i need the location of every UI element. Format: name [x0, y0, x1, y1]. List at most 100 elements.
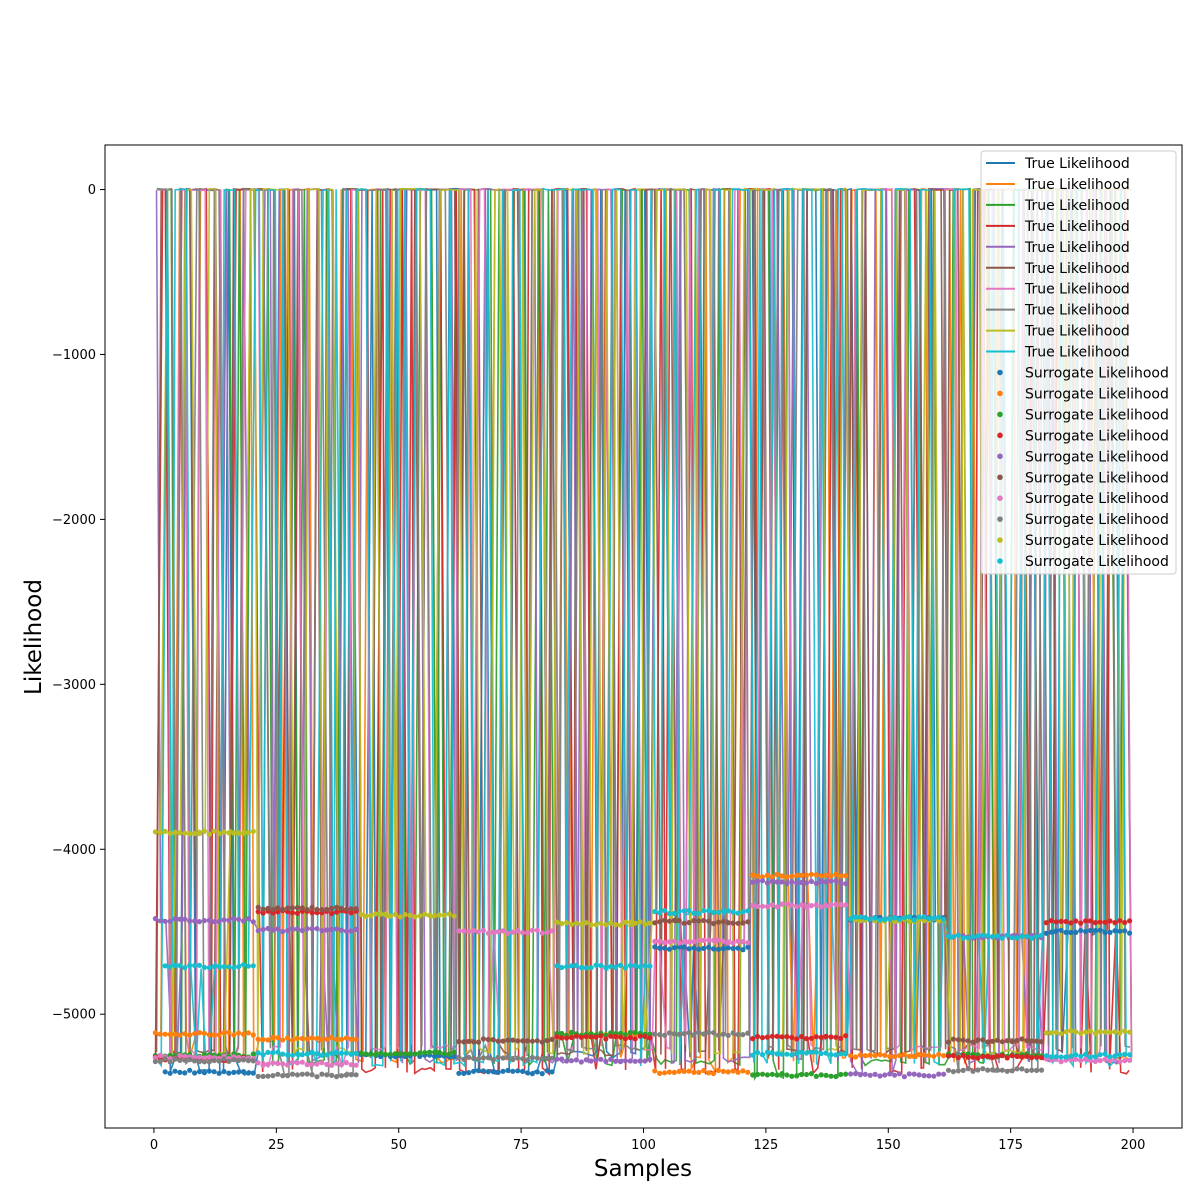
surrogate-point-10	[931, 915, 937, 921]
surrogate-point-4	[603, 1036, 609, 1042]
surrogate-point-10	[280, 1051, 286, 1057]
y-axis-label: Likelihood	[21, 579, 47, 695]
surrogate-point-2	[250, 1032, 256, 1038]
surrogate-point-9	[617, 922, 624, 928]
surrogate-point-1	[515, 1068, 521, 1074]
surrogate-point-1	[666, 946, 673, 952]
surrogate-point-5	[559, 1056, 565, 1062]
surrogate-point-4	[573, 1033, 580, 1039]
surrogate-point-8	[960, 1067, 966, 1073]
surrogate-point-7	[706, 937, 712, 943]
surrogate-point-1	[471, 1068, 477, 1074]
surrogate-point-4	[588, 1034, 594, 1040]
surrogate-point-2	[275, 1035, 281, 1041]
surrogate-point-4	[774, 1033, 780, 1039]
legend-entry: Surrogate Likelihood	[1025, 407, 1169, 423]
surrogate-point-10	[240, 962, 247, 968]
surrogate-point-10	[588, 965, 594, 971]
surrogate-point-10	[353, 1050, 359, 1056]
surrogate-point-4	[1058, 918, 1064, 925]
surrogate-point-8	[289, 1071, 296, 1077]
surrogate-point-5	[167, 918, 173, 924]
surrogate-point-1	[1083, 928, 1089, 935]
surrogate-point-9	[451, 913, 457, 919]
surrogate-point-2	[206, 1032, 212, 1038]
surrogate-point-4	[789, 1034, 795, 1041]
surrogate-point-5	[231, 916, 237, 922]
surrogate-point-1	[250, 1070, 256, 1076]
surrogate-point-7	[666, 939, 673, 945]
surrogate-point-7	[510, 929, 516, 935]
legend-entry: Surrogate Likelihood	[1025, 554, 1169, 570]
surrogate-point-8	[265, 1073, 271, 1079]
surrogate-point-2	[715, 1067, 722, 1073]
surrogate-point-2	[710, 1070, 717, 1077]
surrogate-point-4	[1117, 918, 1123, 924]
surrogate-point-10	[980, 932, 986, 938]
surrogate-point-6	[461, 1039, 467, 1045]
surrogate-point-10	[989, 933, 996, 940]
surrogate-point-10	[1092, 1054, 1098, 1060]
surrogate-point-3	[813, 1073, 819, 1079]
surrogate-point-5	[182, 916, 188, 922]
surrogate-point-10	[896, 916, 903, 923]
surrogate-point-5	[901, 1074, 908, 1080]
surrogate-point-7	[1092, 1058, 1098, 1064]
surrogate-point-10	[774, 1051, 780, 1057]
surrogate-point-1	[701, 945, 707, 952]
surrogate-point-5	[755, 878, 761, 885]
surrogate-point-8	[686, 1030, 692, 1036]
surrogate-point-3	[603, 1032, 609, 1038]
surrogate-point-10	[696, 910, 702, 917]
surrogate-point-4	[255, 909, 261, 915]
surrogate-point-5	[564, 1058, 570, 1064]
surrogate-point-5	[759, 878, 766, 884]
surrogate-point-9	[603, 922, 609, 928]
surrogate-point-10	[926, 916, 932, 922]
surrogate-point-3	[774, 1072, 780, 1078]
surrogate-point-10	[1107, 1054, 1113, 1060]
surrogate-point-4	[980, 1053, 986, 1060]
surrogate-point-7	[495, 929, 501, 935]
surrogate-point-5	[285, 928, 291, 934]
surrogate-point-3	[368, 1051, 374, 1057]
surrogate-point-8	[975, 1067, 981, 1073]
surrogate-point-3	[828, 1073, 834, 1079]
surrogate-point-8	[495, 1054, 501, 1060]
surrogate-point-1	[1122, 928, 1128, 934]
surrogate-point-5	[617, 1059, 624, 1065]
surrogate-point-4	[843, 1033, 849, 1039]
surrogate-point-5	[294, 926, 300, 932]
surrogate-point-2	[236, 1030, 242, 1036]
surrogate-point-2	[221, 1030, 227, 1036]
surrogate-point-8	[236, 1057, 242, 1064]
surrogate-point-7	[490, 929, 496, 935]
surrogate-point-10	[950, 934, 957, 940]
surrogate-point-4	[955, 1055, 961, 1061]
surrogate-point-4	[1107, 918, 1113, 924]
surrogate-point-2	[666, 1069, 673, 1075]
surrogate-point-7	[808, 903, 815, 909]
surrogate-point-4	[784, 1034, 790, 1040]
surrogate-point-10	[1019, 933, 1025, 940]
surrogate-point-10	[250, 963, 256, 969]
surrogate-point-7	[813, 902, 819, 908]
surrogate-point-2	[343, 1035, 349, 1041]
surrogate-point-3	[784, 1072, 790, 1078]
surrogate-point-1	[461, 1070, 467, 1076]
legend-entry: True Likelihood	[1024, 345, 1130, 361]
surrogate-point-3	[823, 1072, 829, 1078]
surrogate-point-8	[955, 1068, 961, 1074]
surrogate-point-9	[642, 921, 648, 927]
surrogate-point-9	[162, 828, 168, 834]
surrogate-point-8	[343, 1072, 349, 1078]
surrogate-point-8	[157, 1058, 163, 1064]
surrogate-point-9	[397, 914, 403, 920]
surrogate-point-7	[314, 1061, 320, 1067]
surrogate-point-10	[1083, 1051, 1089, 1057]
x-tick-label: 125	[753, 1138, 778, 1153]
surrogate-point-2	[750, 872, 756, 878]
surrogate-point-5	[941, 1071, 947, 1077]
surrogate-point-8	[999, 1067, 1005, 1073]
